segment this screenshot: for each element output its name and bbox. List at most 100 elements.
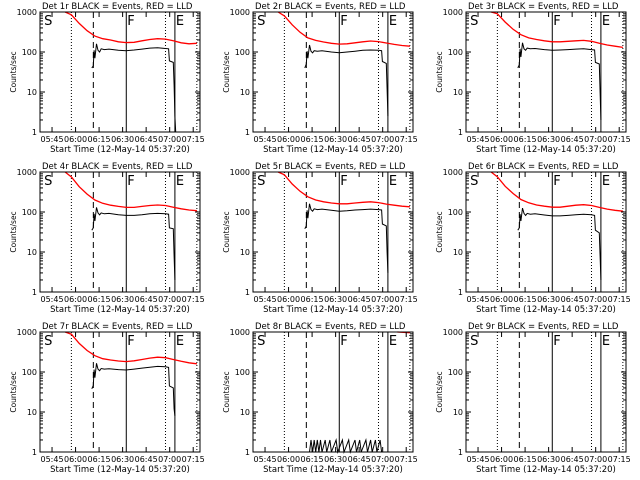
- x-tick-label: 06:15: [88, 135, 111, 144]
- series-events-line: [91, 43, 177, 133]
- x-tick-label: 05:45: [41, 135, 64, 144]
- marker-label-e: E: [602, 334, 610, 349]
- y-tick-label: 1: [245, 288, 250, 297]
- x-tick-label: 06:30: [111, 295, 134, 304]
- x-tick-label: 06:15: [301, 295, 324, 304]
- marker-label-f: F: [127, 14, 134, 29]
- y-axis-label: Counts/sec: [9, 51, 18, 92]
- marker-label-f: F: [553, 14, 560, 29]
- x-tick-label: 06:00: [277, 295, 300, 304]
- series-lld-line: [490, 11, 623, 49]
- y-tick-label: 10: [240, 88, 250, 97]
- y-tick-label: 100: [235, 48, 250, 57]
- x-tick-label: 06:00: [490, 135, 513, 144]
- x-tick-label: 07:15: [395, 455, 418, 464]
- x-tick-label: 07:15: [182, 455, 205, 464]
- marker-label-e: E: [176, 14, 184, 29]
- x-tick-label: 06:30: [537, 295, 560, 304]
- x-tick-label: 06:30: [324, 135, 347, 144]
- x-tick-label: 05:45: [41, 455, 64, 464]
- y-tick-label: 100: [22, 368, 37, 377]
- marker-label-s: S: [470, 334, 478, 349]
- x-axis-label: Start Time (12-May-14 05:37:20): [50, 465, 190, 475]
- panel-title: Det 4r BLACK = Events, RED = LLD: [42, 162, 193, 172]
- x-tick-label: 06:00: [277, 455, 300, 464]
- y-tick-label: 1: [458, 448, 463, 457]
- y-tick-label: 1: [245, 448, 250, 457]
- plot-frame: [465, 171, 627, 293]
- x-tick-label: 06:45: [135, 135, 158, 144]
- marker-label-s: S: [44, 174, 52, 189]
- x-tick-label: 06:45: [135, 295, 158, 304]
- x-tick-label: 06:45: [135, 455, 158, 464]
- marker-label-e: E: [389, 334, 397, 349]
- x-tick-label: 07:15: [182, 295, 205, 304]
- series-lld-line: [277, 171, 410, 208]
- plot-frame: [39, 331, 201, 453]
- series-lld-line: [490, 171, 623, 212]
- y-axis-label: Counts/sec: [435, 211, 444, 252]
- plot-frame: [465, 331, 627, 453]
- x-tick-label: 06:30: [111, 135, 134, 144]
- panel-title: Det 5r BLACK = Events, RED = LLD: [255, 162, 406, 172]
- panel-title: Det 6r BLACK = Events, RED = LLD: [468, 162, 619, 172]
- series-events-line: [309, 438, 383, 454]
- plot-frame: [252, 331, 414, 453]
- series-events-line: [304, 44, 389, 117]
- x-tick-label: 07:00: [584, 295, 607, 304]
- marker-label-e: E: [176, 174, 184, 189]
- marker-label-e: E: [602, 14, 610, 29]
- plot-frame: [465, 11, 627, 133]
- x-tick-label: 07:00: [158, 455, 181, 464]
- y-tick-label: 1: [32, 448, 37, 457]
- y-tick-label: 10: [240, 408, 250, 417]
- plot-frame: [252, 171, 414, 293]
- detector-panel-8: Det 8r BLACK = Events, RED = LLD S F E 1 10 10…: [222, 322, 418, 475]
- y-axis-label: Counts/sec: [222, 371, 231, 412]
- marker-label-s: S: [44, 14, 52, 29]
- series-events-line: [517, 42, 602, 121]
- x-tick-label: 06:15: [88, 455, 111, 464]
- series-events-line: [91, 207, 176, 281]
- marker-label-e: E: [602, 174, 610, 189]
- x-tick-label: 06:45: [561, 135, 584, 144]
- series-lld-line: [277, 11, 410, 47]
- series-lld-line: [64, 11, 197, 45]
- x-tick-label: 06:15: [88, 295, 111, 304]
- x-axis-label: Start Time (12-May-14 05:37:20): [476, 145, 616, 155]
- plot-frame: [39, 171, 201, 293]
- y-axis-label: Counts/sec: [435, 371, 444, 412]
- x-tick-label: 07:00: [371, 455, 394, 464]
- detector-panel-5: Det 5r BLACK = Events, RED = LLD S F E 1 10 10…: [222, 162, 418, 315]
- marker-label-s: S: [257, 14, 265, 29]
- x-tick-label: 06:30: [537, 455, 560, 464]
- detector-panel-7: Det 7r BLACK = Events, RED = LLD S F E 1 10 10…: [9, 322, 205, 475]
- marker-label-s: S: [470, 14, 478, 29]
- marker-label-s: S: [257, 334, 265, 349]
- x-axis-label: Start Time (12-May-14 05:37:20): [263, 145, 403, 155]
- detector-panel-3: Det 3r BLACK = Events, RED = LLD S F E 1 10 10…: [435, 2, 631, 155]
- x-tick-label: 07:00: [584, 135, 607, 144]
- plot-frame: [39, 11, 201, 133]
- marker-label-f: F: [553, 334, 560, 349]
- detector-panel-4: Det 4r BLACK = Events, RED = LLD S F E 1 10 10…: [9, 162, 205, 315]
- y-tick-label: 1000: [17, 8, 37, 17]
- x-tick-label: 06:00: [64, 135, 87, 144]
- x-tick-label: 06:00: [64, 455, 87, 464]
- x-tick-label: 05:45: [41, 295, 64, 304]
- y-axis-label: Counts/sec: [222, 51, 231, 92]
- y-tick-label: 10: [453, 408, 463, 417]
- x-tick-label: 07:00: [584, 455, 607, 464]
- x-tick-label: 05:45: [254, 455, 277, 464]
- y-tick-label: 100: [448, 48, 463, 57]
- marker-label-e: E: [389, 14, 397, 29]
- x-tick-label: 06:30: [537, 135, 560, 144]
- panel-title: Det 2r BLACK = Events, RED = LLD: [255, 2, 406, 12]
- y-tick-label: 1000: [17, 328, 37, 337]
- x-tick-label: 07:15: [608, 135, 631, 144]
- series-lld-line: [64, 171, 197, 212]
- y-tick-label: 1000: [230, 328, 250, 337]
- x-axis-label: Start Time (12-May-14 05:37:20): [476, 465, 616, 475]
